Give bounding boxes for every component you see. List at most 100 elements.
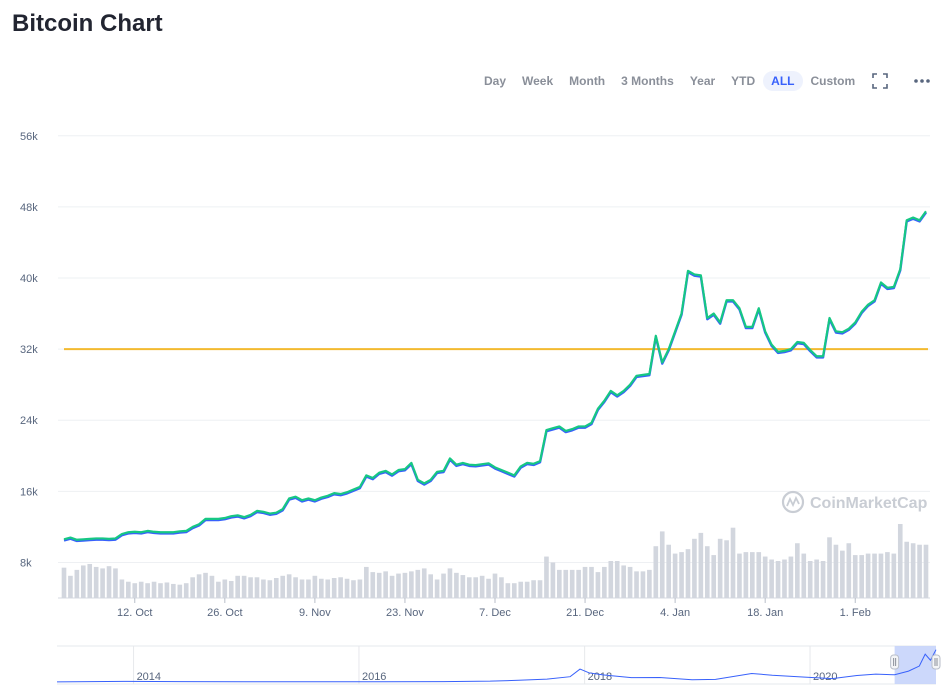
volume-bar — [80, 565, 86, 598]
volume-bar — [698, 532, 704, 598]
volume-bar — [370, 572, 376, 598]
volume-bar — [511, 583, 517, 598]
volume-bar — [364, 566, 369, 598]
range-year-button[interactable]: Year — [689, 74, 716, 88]
y-tick-label: 16k — [20, 486, 38, 498]
range-3-months-button[interactable]: 3 Months — [621, 74, 674, 88]
volume-bar — [338, 577, 343, 598]
volume-bar — [659, 531, 665, 598]
volume-bar — [762, 556, 768, 598]
y-tick-label: 24k — [20, 415, 38, 427]
x-tick-label: 21. Dec — [566, 607, 604, 619]
price-line-shadow — [63, 211, 927, 543]
volume-bar — [582, 566, 588, 598]
volume-bar — [608, 561, 614, 598]
page-title: Bitcoin Chart — [12, 10, 163, 37]
volume-bar — [312, 575, 318, 598]
volume-bar — [216, 581, 221, 598]
volume-bar — [409, 571, 414, 598]
fullscreen-button[interactable] — [869, 70, 891, 92]
volume-bar — [299, 579, 305, 598]
volume-bar — [788, 556, 794, 598]
volume-bar — [209, 575, 215, 598]
volume-bar — [544, 556, 549, 598]
volume-bar — [711, 555, 717, 598]
volume-bar — [505, 583, 511, 598]
volume-bar — [183, 583, 189, 598]
volume-bars — [61, 524, 929, 598]
navigator-selection[interactable] — [894, 646, 936, 684]
volume-bar — [524, 581, 530, 598]
watermark-text: CoinMarketCap — [810, 495, 928, 512]
volume-bar — [319, 578, 324, 598]
range-all-button[interactable]: ALL — [763, 71, 803, 91]
volume-bar — [814, 559, 819, 598]
volume-bar — [74, 569, 80, 598]
volume-bar — [692, 538, 697, 598]
navigator-handle-left[interactable] — [890, 654, 900, 670]
more-options-button[interactable] — [911, 70, 933, 92]
volume-bar — [730, 527, 736, 598]
volume-bar — [222, 579, 228, 598]
volume-bar — [145, 583, 150, 598]
volume-bar — [550, 562, 556, 598]
volume-bar — [479, 575, 485, 598]
volume-bar — [402, 572, 408, 598]
volume-bar — [241, 575, 247, 598]
volume-bar — [286, 574, 292, 598]
range-selector: Day Week Month 3 Months Year YTD ALL Cus… — [476, 70, 863, 92]
volume-bar — [177, 584, 183, 598]
range-day-button[interactable]: Day — [484, 74, 507, 88]
volume-bar — [119, 579, 125, 598]
volume-bar — [769, 559, 774, 598]
range-month-button[interactable]: Month — [569, 74, 606, 88]
volume-bar — [273, 578, 279, 598]
volume-bar — [68, 575, 73, 598]
volume-bar — [827, 537, 832, 598]
volume-bar — [454, 572, 459, 598]
range-ytd-button[interactable]: YTD — [731, 74, 756, 88]
volume-bar — [801, 553, 807, 598]
volume-bar — [421, 568, 427, 598]
volume-bar — [724, 540, 729, 598]
price-line — [63, 210, 927, 541]
volume-bar — [466, 577, 472, 598]
navigator-handle-right[interactable] — [931, 654, 941, 670]
volume-bar — [557, 569, 562, 598]
volume-bar — [775, 561, 781, 598]
volume-bar — [852, 555, 858, 598]
volume-bar — [351, 580, 356, 598]
volume-bar — [833, 544, 839, 598]
volume-bar — [807, 561, 813, 598]
volume-bar — [190, 577, 195, 598]
volume-bar — [344, 578, 350, 598]
x-tick-label: 18. Jan — [747, 607, 783, 619]
volume-bar — [647, 569, 652, 598]
volume-bar — [293, 577, 298, 598]
x-axis: 12. Oct 26. Oct 9. Nov 23. Nov 7. Dec 21. Dec… — [117, 598, 871, 619]
x-tick-label: 7. Dec — [479, 607, 511, 619]
volume-bar — [859, 555, 864, 598]
x-tick-label: 4. Jan — [660, 607, 690, 619]
x-tick-label: 1. Feb — [840, 607, 871, 619]
volume-bar — [87, 563, 93, 598]
y-tick-label: 32k — [20, 344, 38, 356]
coinmarketcap-logo-icon — [781, 490, 805, 514]
volume-bar — [840, 550, 845, 598]
navigator-tick-label: 2014 — [137, 671, 161, 683]
volume-bar — [164, 582, 170, 598]
volume-bar — [267, 580, 273, 598]
navigator[interactable]: 2014 2016 2018 2020 — [56, 645, 941, 685]
volume-bar — [589, 566, 594, 598]
volume-bar — [576, 569, 581, 598]
volume-bar — [563, 569, 569, 598]
range-custom-button[interactable]: Custom — [810, 74, 856, 88]
volume-bar — [93, 566, 99, 598]
volume-bar — [396, 573, 401, 598]
volume-bar — [61, 567, 67, 598]
range-week-button[interactable]: Week — [522, 74, 554, 88]
volume-bar — [737, 553, 742, 598]
volume-bar — [228, 580, 234, 598]
volume-bar — [717, 538, 723, 598]
